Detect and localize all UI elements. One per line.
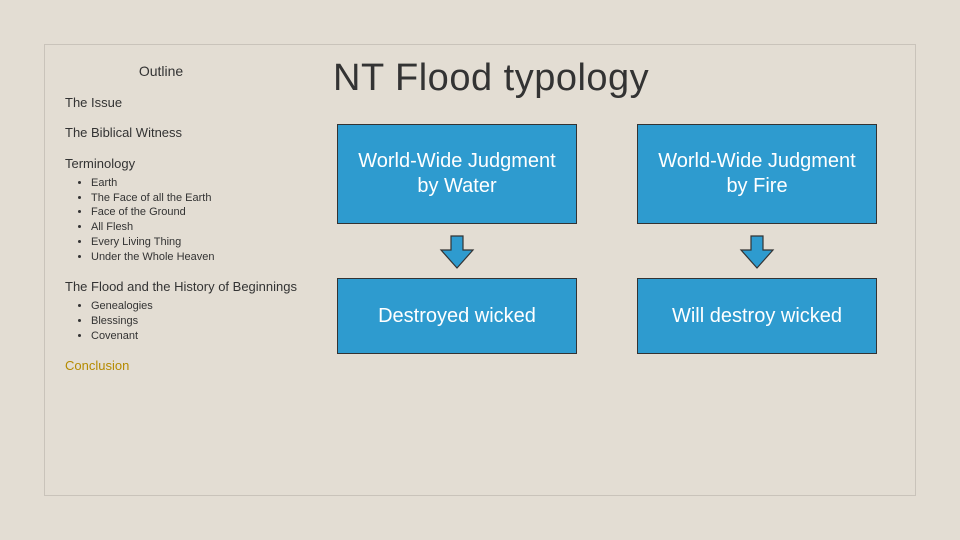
list-item: The Face of all the Earth <box>91 191 307 206</box>
section-flood-history-label: The Flood and the History of Beginnings <box>65 279 307 295</box>
list-item: Covenant <box>91 329 307 344</box>
section-witness: The Biblical Witness <box>65 125 307 141</box>
section-terminology-label: Terminology <box>65 156 307 172</box>
list-item: All Flesh <box>91 220 307 235</box>
diagram-column-fire: World-Wide Judgment by Fire Will destroy… <box>637 124 877 354</box>
list-item: Genealogies <box>91 299 307 314</box>
diagram-column-water: World-Wide Judgment by Water Destroyed w… <box>337 124 577 354</box>
section-conclusion: Conclusion <box>65 358 307 374</box>
diagram: World-Wide Judgment by Water Destroyed w… <box>333 124 893 354</box>
main-content: NT Flood typology World-Wide Judgment by… <box>325 45 913 495</box>
outline-title: Outline <box>65 63 307 79</box>
terminology-list: Earth The Face of all the Earth Face of … <box>65 176 307 265</box>
flood-history-list: Genealogies Blessings Covenant <box>65 299 307 344</box>
arrow-down-icon <box>739 234 775 270</box>
box-will-destroy-wicked: Will destroy wicked <box>637 278 877 354</box>
section-issue: The Issue <box>65 95 307 111</box>
list-item: Under the Whole Heaven <box>91 250 307 265</box>
list-item: Blessings <box>91 314 307 329</box>
arrow-down-icon <box>439 234 475 270</box>
box-destroyed-wicked: Destroyed wicked <box>337 278 577 354</box>
box-judgment-water: World-Wide Judgment by Water <box>337 124 577 224</box>
page-title: NT Flood typology <box>333 57 893 100</box>
slide-frame: Outline The Issue The Biblical Witness T… <box>44 44 916 496</box>
outline-sidebar: Outline The Issue The Biblical Witness T… <box>45 45 315 495</box>
box-judgment-fire: World-Wide Judgment by Fire <box>637 124 877 224</box>
list-item: Earth <box>91 176 307 191</box>
list-item: Every Living Thing <box>91 235 307 250</box>
list-item: Face of the Ground <box>91 205 307 220</box>
